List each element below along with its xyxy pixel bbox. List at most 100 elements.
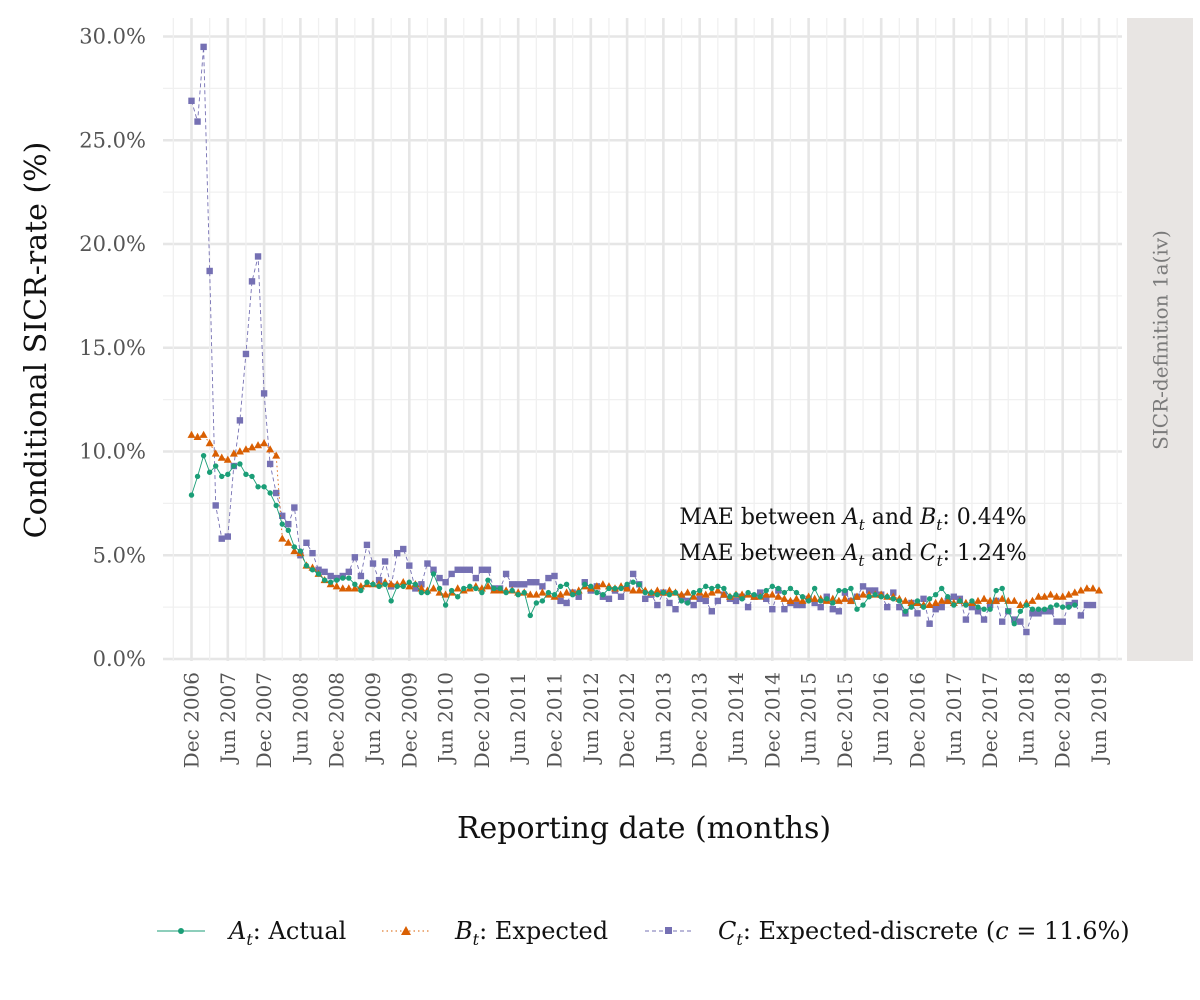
point-actual xyxy=(346,575,352,581)
point-expected-discrete xyxy=(206,267,213,275)
point-expected xyxy=(332,582,341,590)
point-expected xyxy=(1070,588,1079,596)
point-expected-discrete xyxy=(539,583,546,590)
point-actual xyxy=(775,585,782,592)
mae-annotations: MAE between At and Bt: 0.44% MAE between… xyxy=(679,505,1027,570)
point-expected xyxy=(254,441,263,449)
point-actual xyxy=(963,602,969,608)
point-expected-discrete xyxy=(351,554,359,561)
point-actual xyxy=(533,600,540,606)
point-actual xyxy=(303,562,310,569)
point-expected xyxy=(562,588,571,596)
point-expected xyxy=(804,592,813,600)
point-actual xyxy=(406,579,412,585)
point-expected-discrete xyxy=(545,574,552,582)
point-actual xyxy=(594,589,600,596)
point-expected-discrete xyxy=(357,572,365,580)
point-actual xyxy=(727,594,733,600)
point-actual xyxy=(987,606,993,612)
point-expected-discrete xyxy=(472,574,480,582)
mae-ab-var1: A xyxy=(841,505,859,530)
point-expected-discrete xyxy=(999,618,1006,625)
point-actual xyxy=(273,502,279,509)
point-expected-discrete xyxy=(702,597,709,605)
legend-discrete-sub: t xyxy=(736,930,743,949)
legend-key-marker-actual xyxy=(178,928,184,934)
point-expected xyxy=(1052,592,1061,600)
point-actual xyxy=(1072,602,1078,608)
point-actual xyxy=(231,463,237,469)
point-expected-discrete xyxy=(285,520,292,528)
point-actual xyxy=(787,585,794,592)
point-expected xyxy=(1046,590,1055,598)
legend: At: Actual Bt: Expected Ct: Expected-dis… xyxy=(157,917,1130,949)
point-actual xyxy=(697,587,703,594)
point-actual xyxy=(805,598,812,604)
point-expected xyxy=(901,596,910,604)
point-expected-discrete xyxy=(363,541,371,549)
point-expected-discrete xyxy=(430,566,437,573)
point-expected-discrete xyxy=(345,568,352,576)
x-tick-label: Jun 2011 xyxy=(506,672,530,765)
point-actual xyxy=(908,604,915,610)
point-expected xyxy=(713,586,722,594)
point-actual xyxy=(243,471,249,478)
point-actual xyxy=(576,589,582,596)
point-actual xyxy=(436,585,443,592)
point-expected-discrete xyxy=(666,599,673,607)
legend-item-actual: At: Actual xyxy=(157,917,346,949)
point-expected-discrete xyxy=(986,601,994,609)
point-actual xyxy=(509,587,515,594)
point-expected xyxy=(223,455,232,463)
legend-discrete-c-value: = 11.6%) xyxy=(1009,917,1130,945)
point-actual xyxy=(1029,606,1036,612)
point-expected-discrete xyxy=(617,593,625,600)
point-actual xyxy=(551,591,558,598)
point-expected-discrete xyxy=(829,606,836,613)
point-expected xyxy=(248,443,256,451)
point-expected-discrete xyxy=(254,253,262,260)
point-actual xyxy=(993,587,999,594)
point-expected xyxy=(937,596,946,604)
point-expected-discrete xyxy=(563,599,570,607)
point-expected-discrete xyxy=(1083,601,1091,609)
x-tick-label: Jun 2013 xyxy=(651,672,675,765)
point-expected-discrete xyxy=(926,620,933,627)
legend-expected-text: : Expected xyxy=(479,917,608,945)
x-tick-label: Jun 2018 xyxy=(1014,672,1038,765)
point-actual xyxy=(672,589,679,596)
point-expected xyxy=(399,578,408,586)
point-actual xyxy=(285,527,291,534)
point-actual xyxy=(213,463,219,469)
point-actual xyxy=(914,598,921,604)
point-expected-discrete xyxy=(835,608,843,615)
point-expected-discrete xyxy=(811,599,818,607)
point-actual xyxy=(497,585,503,592)
point-expected-discrete xyxy=(932,606,939,613)
point-expected-discrete xyxy=(968,603,976,611)
y-tick-label: 0.0% xyxy=(93,647,146,671)
x-tick-label: Jun 2016 xyxy=(869,672,893,765)
point-expected xyxy=(998,594,1007,602)
point-actual xyxy=(261,484,267,490)
point-expected-discrete xyxy=(690,601,697,609)
point-expected-discrete xyxy=(557,597,564,605)
point-actual xyxy=(412,581,419,587)
point-expected-discrete xyxy=(1011,616,1018,623)
point-expected-discrete xyxy=(515,581,522,588)
point-expected xyxy=(290,546,299,555)
point-expected-discrete xyxy=(188,97,195,105)
point-expected-discrete xyxy=(1017,618,1024,625)
x-tick-label: Jun 2019 xyxy=(1087,672,1111,765)
point-actual xyxy=(866,594,872,600)
point-actual xyxy=(267,490,273,496)
point-actual xyxy=(321,577,328,583)
point-expected xyxy=(943,596,952,604)
point-expected xyxy=(1040,592,1049,600)
y-tick-label: 15.0% xyxy=(79,336,146,360)
point-actual xyxy=(842,587,848,594)
point-expected xyxy=(272,451,281,459)
mae-ac-var1-sub: t xyxy=(858,552,865,570)
x-tick-label: Dec 2014 xyxy=(760,672,784,768)
